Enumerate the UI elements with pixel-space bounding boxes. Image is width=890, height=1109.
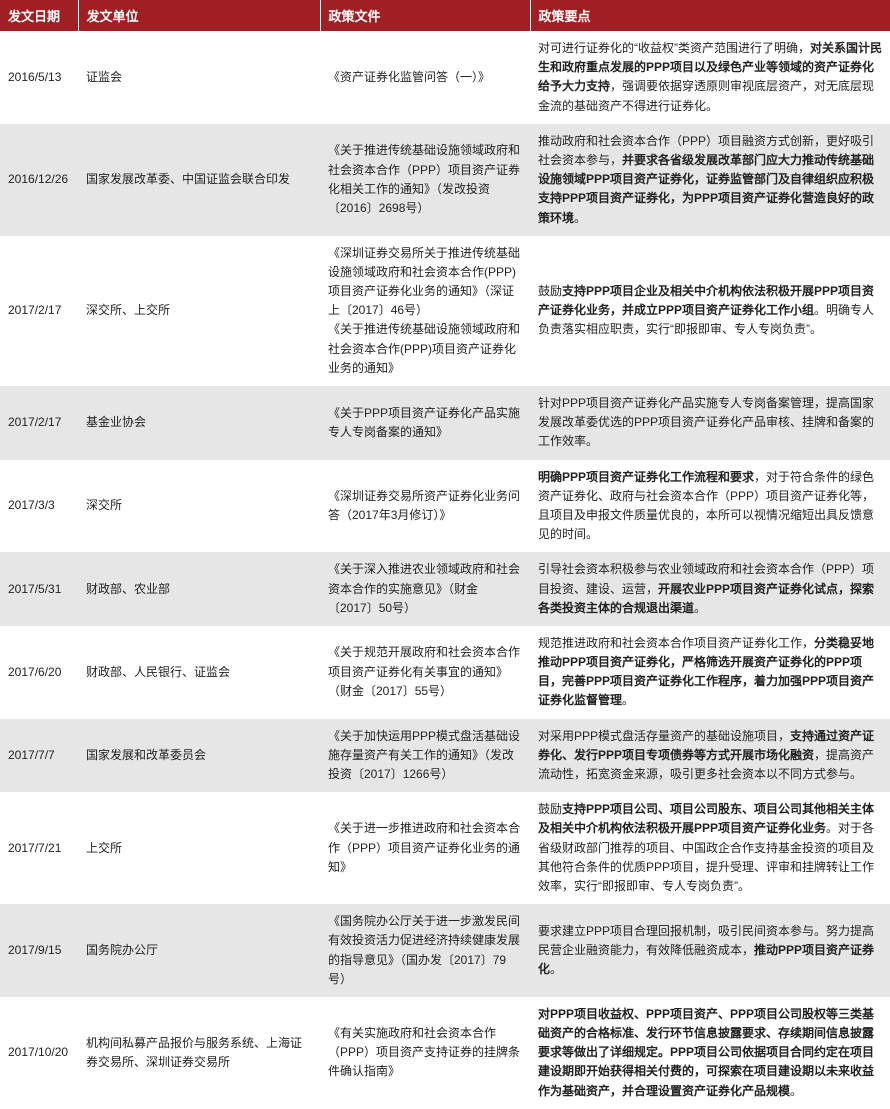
cell-date: 2017/5/31: [0, 552, 78, 626]
cell-date: 2017/7/7: [0, 719, 78, 793]
cell-date: 2017/3/3: [0, 460, 78, 553]
cell-date: 2016/12/26: [0, 124, 78, 236]
cell-org: 国务院办公厅: [78, 904, 320, 997]
cell-date: 2016/5/13: [0, 31, 78, 124]
cell-doc: 《关于加快运用PPP模式盘活基础设施存量资产有关工作的通知》（发改投资〔2017…: [320, 719, 530, 793]
cell-points: 对采用PPP模式盘活存量资产的基础设施项目，支持通过资产证券化、发行PPP项目专…: [530, 719, 890, 793]
table-row: 2016/12/26国家发展改革委、中国证监会联合印发《关于推进传统基础设施领域…: [0, 124, 890, 236]
cell-date: 2017/9/15: [0, 904, 78, 997]
cell-date: 2017/2/17: [0, 386, 78, 460]
cell-points: 对PPP项目收益权、PPP项目资产、PPP项目公司股权等三类基础资产的合格标准、…: [530, 997, 890, 1109]
table-row: 2017/7/7国家发展和改革委员会《关于加快运用PPP模式盘活基础设施存量资产…: [0, 719, 890, 793]
cell-doc: 《国务院办公厅关于进一步激发民间有效投资活力促进经济持续健康发展的指导意见》（国…: [320, 904, 530, 997]
cell-date: 2017/2/17: [0, 236, 78, 386]
table-row: 2016/5/13证监会《资产证券化监管问答（一）》对可进行证券化的“收益权”类…: [0, 31, 890, 124]
cell-points: 对可进行证券化的“收益权”类资产范围进行了明确，对关系国计民生和政府重点发展的P…: [530, 31, 890, 124]
cell-org: 证监会: [78, 31, 320, 124]
cell-org: 机构间私募产品报价与服务系统、上海证券交易所、深圳证券交易所: [78, 997, 320, 1109]
table-row: 2017/9/15国务院办公厅《国务院办公厅关于进一步激发民间有效投资活力促进经…: [0, 904, 890, 997]
cell-points: 针对PPP项目资产证券化产品实施专人专岗备案管理，提高国家发展改革委优选的PPP…: [530, 386, 890, 460]
cell-doc: 《深圳证券交易所资产证券化业务问答（2017年3月修订）》: [320, 460, 530, 553]
cell-doc: 《关于推进传统基础设施领域政府和社会资本合作（PPP）项目资产证券化相关工作的通…: [320, 124, 530, 236]
header-points: 政策要点: [530, 0, 890, 31]
cell-points: 规范推进政府和社会资本合作项目资产证券化工作，分类稳妥地推动PPP项目资产证券化…: [530, 626, 890, 719]
header-org: 发文单位: [78, 0, 320, 31]
table-header: 发文日期 发文单位 政策文件 政策要点: [0, 0, 890, 31]
cell-date: 2017/7/21: [0, 792, 78, 904]
cell-org: 国家发展和改革委员会: [78, 719, 320, 793]
cell-org: 深交所: [78, 460, 320, 553]
cell-org: 国家发展改革委、中国证监会联合印发: [78, 124, 320, 236]
cell-org: 财政部、人民银行、证监会: [78, 626, 320, 719]
cell-org: 上交所: [78, 792, 320, 904]
cell-points: 引导社会资本积极参与农业领域政府和社会资本合作（PPP）项目投资、建设、运营，开…: [530, 552, 890, 626]
cell-org: 基金业协会: [78, 386, 320, 460]
header-date: 发文日期: [0, 0, 78, 31]
cell-org: 深交所、上交所: [78, 236, 320, 386]
cell-date: 2017/6/20: [0, 626, 78, 719]
cell-doc: 《关于规范开展政府和社会资本合作项目资产证券化有关事宜的通知》（财金〔2017〕…: [320, 626, 530, 719]
table-row: 2017/2/17基金业协会《关于PPP项目资产证券化产品实施专人专岗备案的通知…: [0, 386, 890, 460]
cell-points: 鼓励支持PPP项目公司、项目公司股东、项目公司其他相关主体及相关中介机构依法积极…: [530, 792, 890, 904]
table-body: 2016/5/13证监会《资产证券化监管问答（一）》对可进行证券化的“收益权”类…: [0, 31, 890, 1109]
cell-date: 2017/10/20: [0, 997, 78, 1109]
cell-org: 财政部、农业部: [78, 552, 320, 626]
header-doc: 政策文件: [320, 0, 530, 31]
cell-points: 鼓励支持PPP项目企业及相关中介机构依法积极开展PPP项目资产证券化业务，并成立…: [530, 236, 890, 386]
cell-doc: 《资产证券化监管问答（一）》: [320, 31, 530, 124]
cell-points: 明确PPP项目资产证券化工作流程和要求，对于符合条件的绿色资产证券化、政府与社会…: [530, 460, 890, 553]
cell-doc: 《深圳证券交易所关于推进传统基础设施领域政府和社会资本合作(PPP)项目资产证券…: [320, 236, 530, 386]
cell-doc: 《关于深入推进农业领域政府和社会资本合作的实施意见》（财金〔2017〕50号）: [320, 552, 530, 626]
table-row: 2017/2/17深交所、上交所《深圳证券交易所关于推进传统基础设施领域政府和社…: [0, 236, 890, 386]
cell-points: 推动政府和社会资本合作（PPP）项目融资方式创新，更好吸引社会资本参与，并要求各…: [530, 124, 890, 236]
cell-doc: 《有关实施政府和社会资本合作（PPP）项目资产支持证券的挂牌条件确认指南》: [320, 997, 530, 1109]
cell-doc: 《关于PPP项目资产证券化产品实施专人专岗备案的通知》: [320, 386, 530, 460]
table-row: 2017/10/20机构间私募产品报价与服务系统、上海证券交易所、深圳证券交易所…: [0, 997, 890, 1109]
table-row: 2017/3/3深交所《深圳证券交易所资产证券化业务问答（2017年3月修订）》…: [0, 460, 890, 553]
cell-points: 要求建立PPP项目合理回报机制，吸引民间资本参与。努力提高民营企业融资能力，有效…: [530, 904, 890, 997]
table-row: 2017/5/31财政部、农业部《关于深入推进农业领域政府和社会资本合作的实施意…: [0, 552, 890, 626]
cell-doc: 《关于进一步推进政府和社会资本合作（PPP）项目资产证券化业务的通知》: [320, 792, 530, 904]
table-row: 2017/6/20财政部、人民银行、证监会《关于规范开展政府和社会资本合作项目资…: [0, 626, 890, 719]
policy-table: 发文日期 发文单位 政策文件 政策要点 2016/5/13证监会《资产证券化监管…: [0, 0, 890, 1109]
table-row: 2017/7/21上交所《关于进一步推进政府和社会资本合作（PPP）项目资产证券…: [0, 792, 890, 904]
